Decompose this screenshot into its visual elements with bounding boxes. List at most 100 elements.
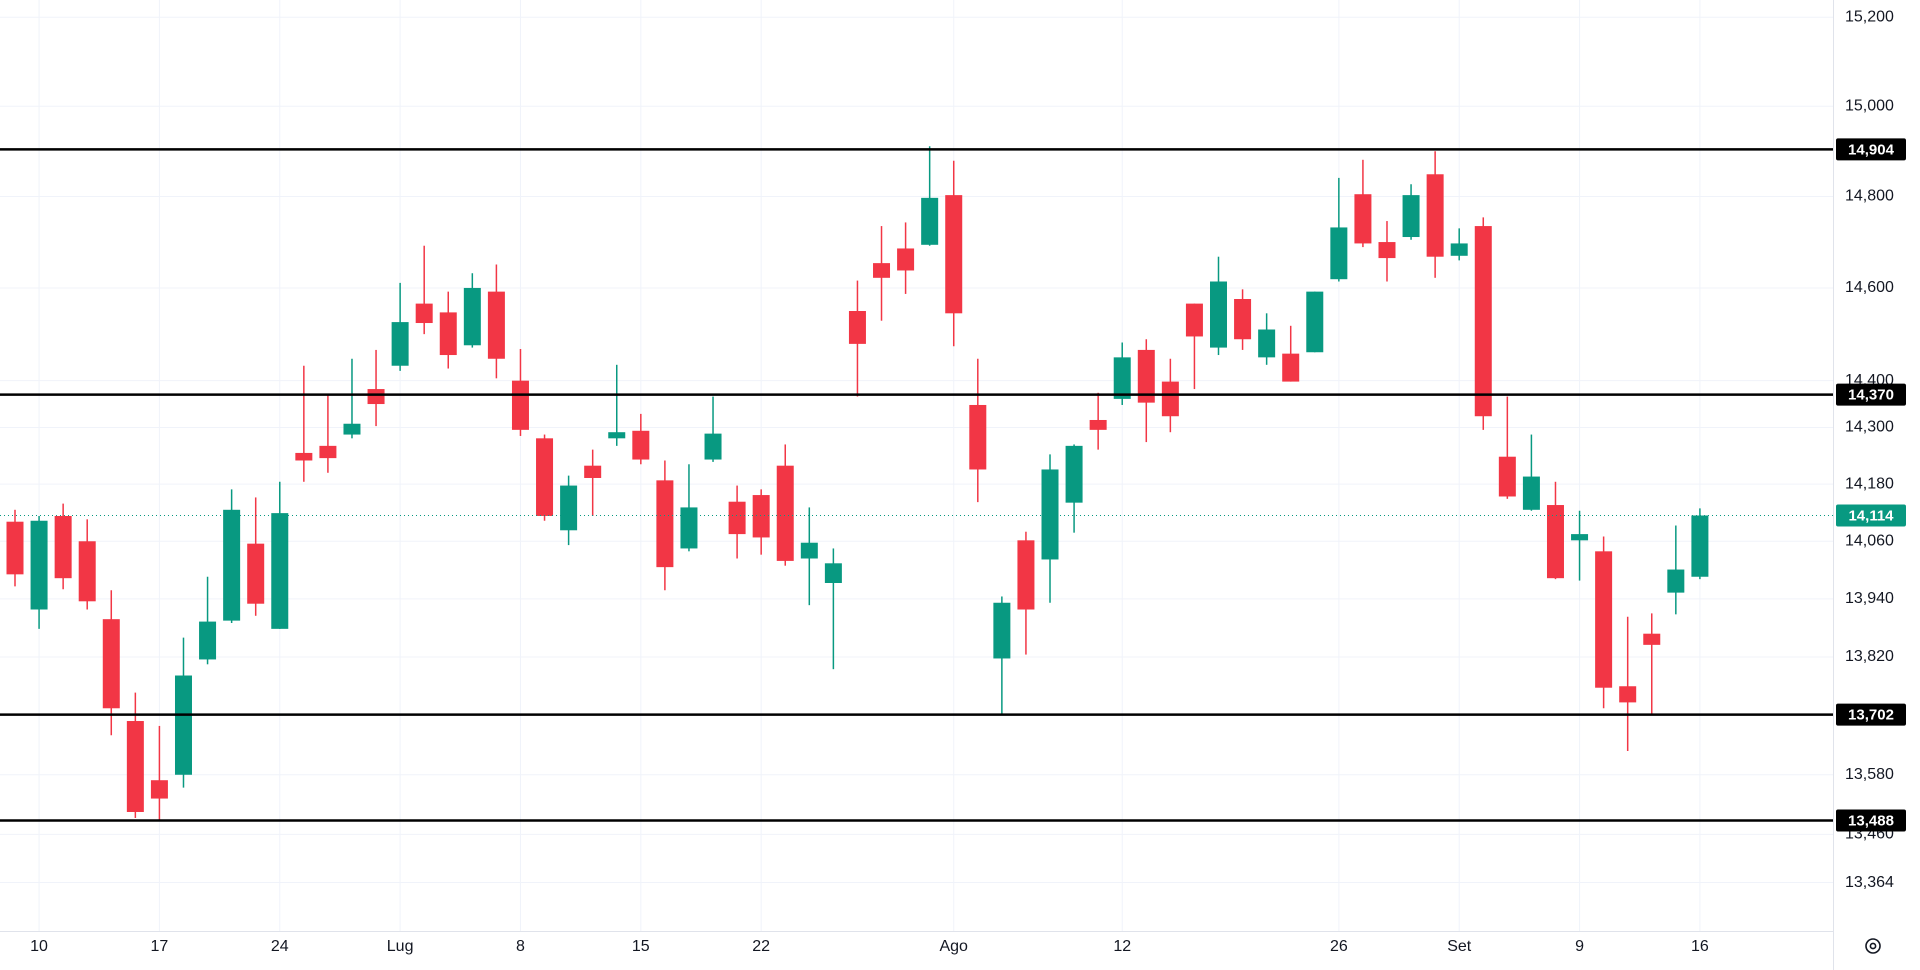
x-tick-label: Lug [387,938,414,955]
candle-body [1041,469,1059,560]
candle-body [848,311,866,344]
y-tick-label: 14,800 [1845,188,1894,205]
level-label-box [1836,703,1906,726]
candle-body [897,248,915,271]
candle-body [487,291,505,359]
candle-body [1089,419,1107,430]
candle-body [1450,243,1468,256]
candle-body [1619,686,1637,703]
candle-body [174,675,192,775]
y-tick-label: 15,200 [1845,8,1894,25]
y-tick-label: 14,300 [1845,419,1894,436]
x-tick-label: 12 [1113,938,1131,955]
candle-body [1691,515,1709,577]
candle-body [271,513,289,629]
candle-body [921,197,939,245]
candle-body [78,541,96,602]
candle-body [1210,281,1227,348]
candle-body [1571,534,1589,541]
candle-body [295,452,313,461]
y-tick-label: 13,580 [1845,766,1894,783]
y-tick-label: 13,820 [1845,648,1894,665]
candle-body [704,433,722,460]
candle-body [415,303,433,324]
candle-body [1282,353,1300,382]
candle-body [126,721,144,812]
y-tick-label: 14,060 [1845,532,1894,549]
candle-body [511,380,529,430]
candle-body [1330,227,1348,280]
candle-body [1667,569,1685,593]
candle-body [873,263,891,278]
candle-body [439,312,457,356]
x-tick-label: Ago [939,938,968,955]
candle-body [30,520,48,610]
candle-body [1234,299,1252,340]
settings-icon[interactable] [1865,938,1881,954]
candle-body [1498,456,1516,497]
candle-body [247,543,265,604]
x-tick-label: 24 [271,938,289,955]
candle-body [1161,381,1179,417]
candle-body [1402,195,1420,238]
candle-body [969,404,987,470]
candle-body [199,621,217,660]
x-tick-label: 15 [632,938,650,955]
last-price-label: 14,114 [1848,507,1894,524]
level-label: 13,702 [1848,707,1894,724]
candle-body [223,509,241,621]
level-label: 13,488 [1848,812,1894,829]
x-tick-label: Set [1447,938,1472,955]
candle-body [608,432,626,439]
candle-body [343,423,361,435]
x-tick-label: 17 [151,938,169,955]
y-tick-label: 13,940 [1845,590,1894,607]
candle-body [824,563,842,583]
candle-body [776,465,794,561]
candle-body [1065,445,1083,503]
candle-body [536,438,554,516]
gear-hub [1869,942,1877,950]
candle-body [945,195,963,314]
candle-body [1426,174,1444,257]
y-tick-label: 14,600 [1845,279,1894,296]
y-tick-label: 14,180 [1845,475,1894,492]
x-tick-label: 9 [1575,938,1584,955]
candle-body [993,602,1011,659]
candle-body [367,389,385,405]
x-tick-label: 22 [752,938,770,955]
candle-body [1595,551,1613,688]
candle-body [463,287,481,346]
gear-ring [1865,938,1881,954]
candle-body [752,495,770,538]
candle-body [1017,540,1035,610]
candle-body [1354,194,1372,244]
candle-body [632,430,650,460]
candle-body [800,542,818,559]
candle-body [584,465,602,478]
candle-body [560,485,578,531]
level-label: 14,904 [1848,141,1895,158]
candle-body [1137,349,1155,403]
candle-body [1258,329,1276,358]
candle-body [1474,226,1492,417]
candle-body [102,619,120,709]
level-label-box [1836,383,1906,406]
candle-body [1643,633,1661,645]
candle-body [1185,303,1203,337]
candle-body [1522,476,1540,510]
candle-body [391,322,409,366]
x-tick-label: 16 [1691,938,1709,955]
level-label-box [1836,809,1906,832]
candle-body [680,507,698,549]
candle-body [656,480,674,568]
last-price-box [1836,504,1906,527]
candle-body [319,445,337,459]
x-tick-label: 26 [1330,938,1348,955]
level-label-box [1836,138,1906,161]
x-tick-label: 8 [516,938,525,955]
candle-body [150,780,168,799]
candle-body [1546,505,1564,579]
